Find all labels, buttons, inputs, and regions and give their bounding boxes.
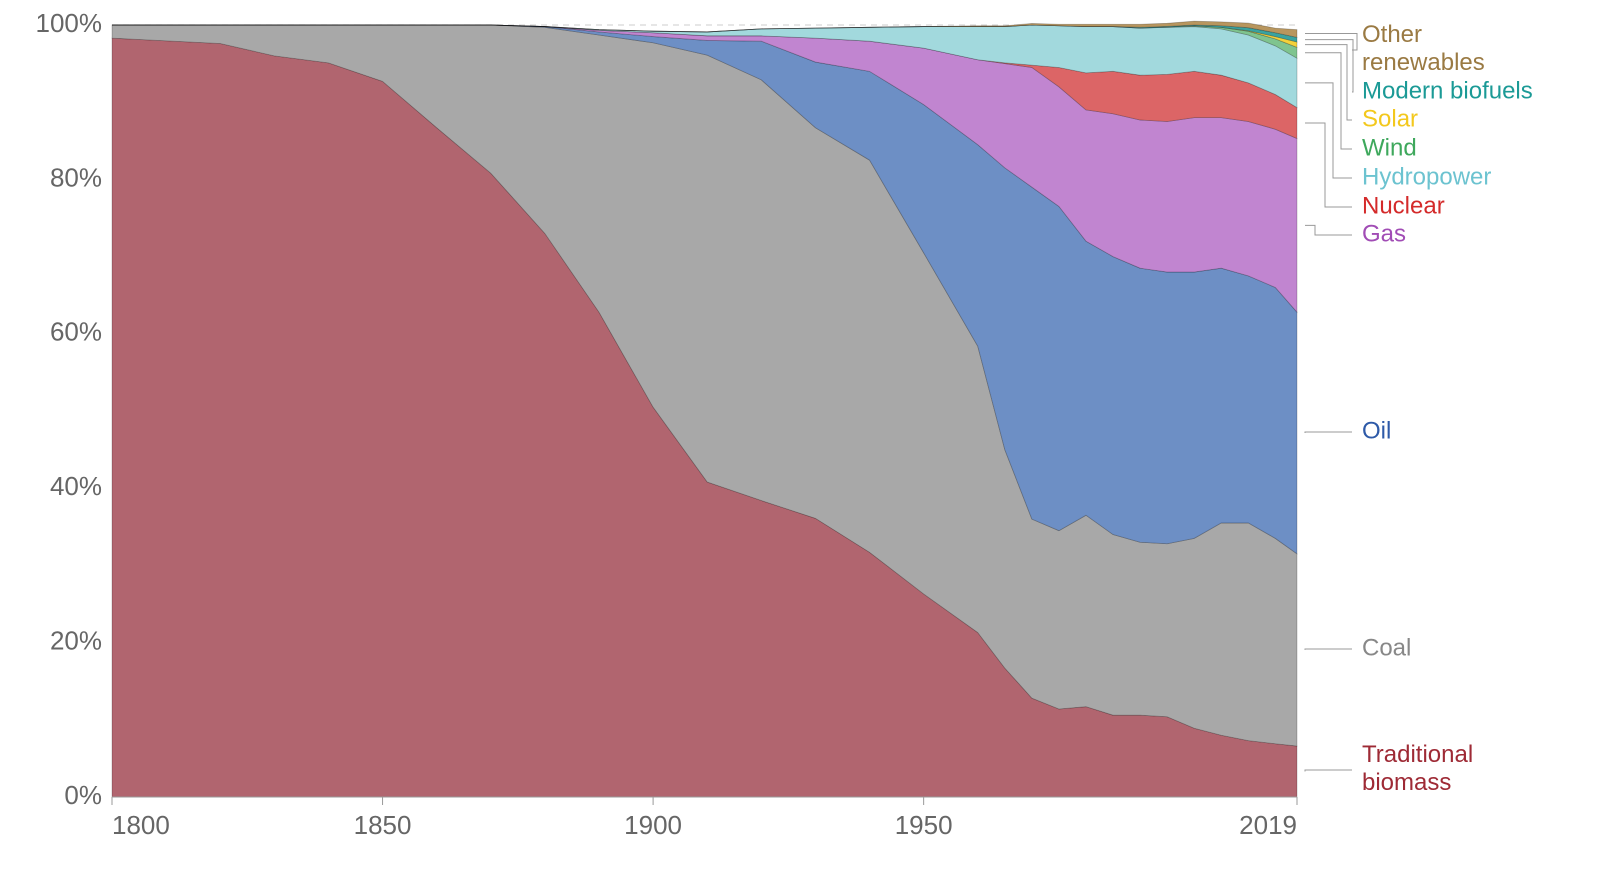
series-label: Modern biofuels [1362, 77, 1533, 104]
series-label: Traditional biomass [1362, 741, 1480, 796]
label-connector [1305, 44, 1352, 121]
label-connector [1305, 32, 1358, 51]
y-tick-label: 40% [50, 471, 102, 501]
x-tick-label: 1950 [895, 810, 953, 840]
x-tick-label: 1850 [354, 810, 412, 840]
x-tick-label: 2019 [1239, 810, 1297, 840]
label-connector [1305, 224, 1352, 236]
series-label: Oil [1362, 417, 1391, 444]
y-tick-label: 60% [50, 317, 102, 347]
y-tick-label: 80% [50, 162, 102, 192]
label-connector [1304, 769, 1352, 772]
series-label: Other renewables [1362, 21, 1485, 76]
series-label: Hydropower [1362, 163, 1491, 190]
y-tick-label: 0% [64, 780, 102, 810]
series-label: Solar [1362, 105, 1418, 132]
area [111, 24, 1298, 747]
y-tick-label: 100% [36, 8, 103, 38]
label-connector [1305, 122, 1352, 208]
x-tick-label: 1800 [112, 810, 170, 840]
label-connector [1304, 648, 1352, 650]
label-connector [1305, 39, 1354, 93]
label-connector [1305, 52, 1352, 150]
series-label: Wind [1362, 134, 1417, 161]
area [112, 24, 1298, 48]
area [112, 24, 1298, 59]
x-tick-label: 1900 [624, 810, 682, 840]
area [112, 24, 1298, 43]
series-label: Gas [1362, 220, 1406, 247]
label-connector [1305, 82, 1352, 179]
area [112, 20, 1298, 38]
y-tick-label: 20% [50, 625, 102, 655]
series-label: Coal [1362, 634, 1411, 661]
area [112, 24, 1298, 109]
series-label: Nuclear [1362, 192, 1445, 219]
label-connector [1304, 431, 1352, 434]
